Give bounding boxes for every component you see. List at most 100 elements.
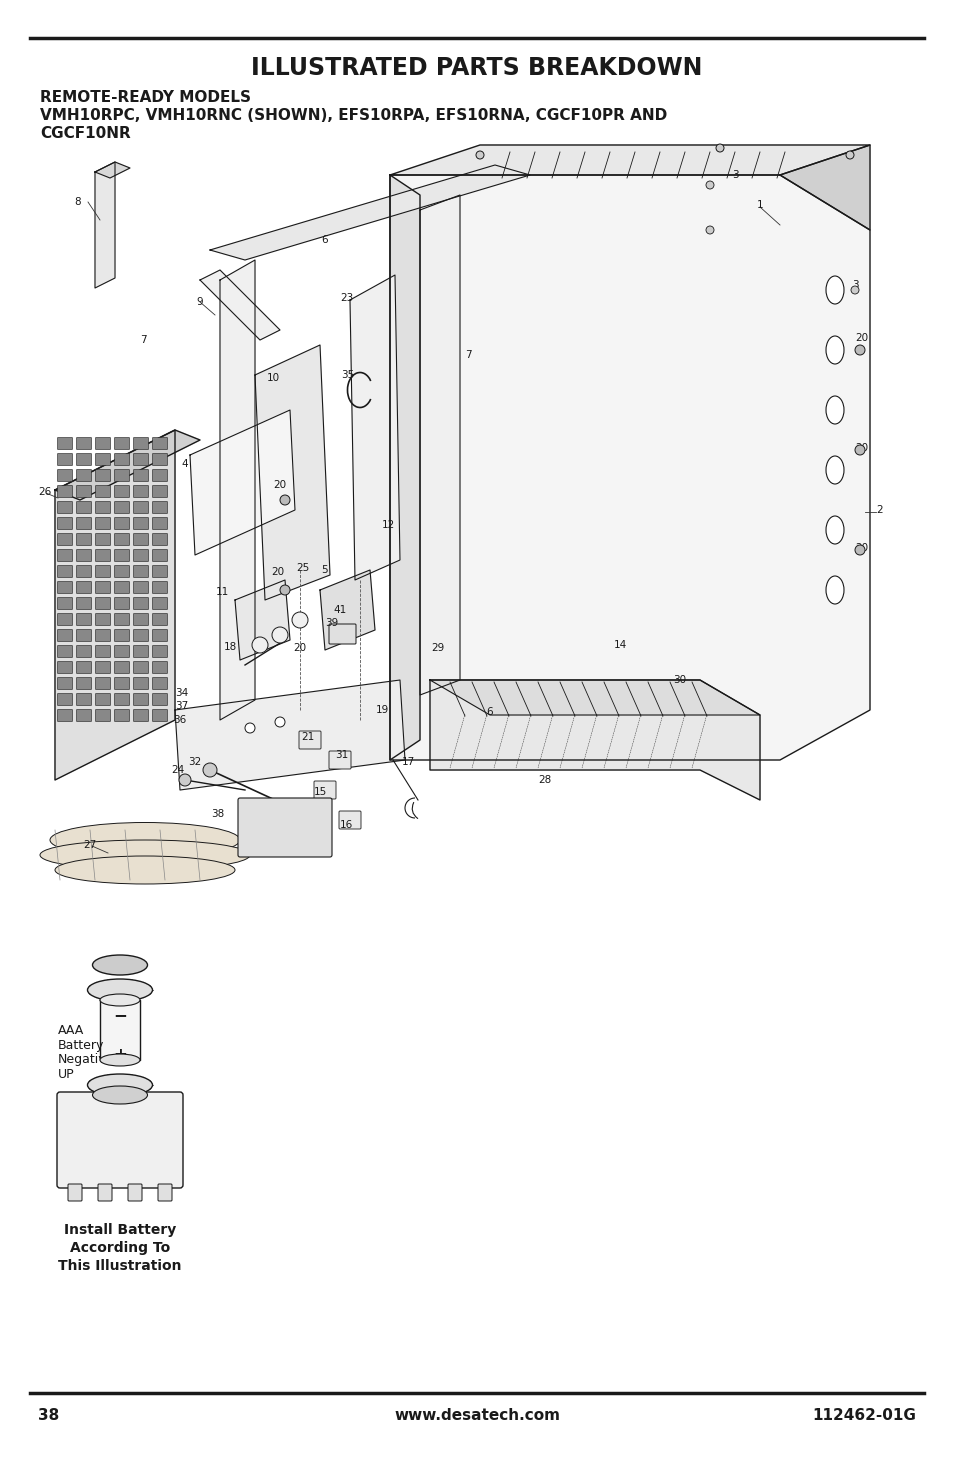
FancyBboxPatch shape (329, 751, 351, 768)
Text: 24: 24 (172, 766, 185, 774)
Text: 7: 7 (139, 335, 146, 345)
Text: 36: 36 (173, 715, 187, 726)
FancyBboxPatch shape (76, 646, 91, 658)
Circle shape (203, 763, 216, 777)
FancyBboxPatch shape (76, 550, 91, 562)
Text: 10: 10 (266, 373, 279, 384)
FancyBboxPatch shape (152, 646, 168, 658)
Ellipse shape (50, 823, 240, 857)
Text: This Illustration: This Illustration (58, 1260, 182, 1273)
FancyBboxPatch shape (57, 534, 72, 546)
FancyBboxPatch shape (152, 453, 168, 466)
FancyBboxPatch shape (133, 630, 149, 642)
FancyBboxPatch shape (133, 518, 149, 530)
FancyBboxPatch shape (57, 614, 72, 625)
Text: 38: 38 (212, 808, 224, 819)
FancyBboxPatch shape (152, 581, 168, 593)
Circle shape (272, 627, 288, 643)
FancyBboxPatch shape (95, 438, 111, 450)
FancyBboxPatch shape (128, 1184, 142, 1201)
Text: 25: 25 (296, 563, 310, 572)
FancyBboxPatch shape (133, 550, 149, 562)
Text: 15: 15 (313, 788, 326, 797)
Text: 16: 16 (339, 820, 353, 830)
Text: 37: 37 (175, 701, 189, 711)
FancyBboxPatch shape (95, 677, 111, 689)
FancyBboxPatch shape (76, 677, 91, 689)
Circle shape (179, 774, 191, 786)
FancyBboxPatch shape (133, 565, 149, 578)
Text: REMOTE-READY MODELS: REMOTE-READY MODELS (40, 90, 251, 106)
FancyBboxPatch shape (57, 550, 72, 562)
FancyBboxPatch shape (152, 661, 168, 674)
Text: 8: 8 (74, 198, 81, 206)
FancyBboxPatch shape (68, 1184, 82, 1201)
Text: 41: 41 (333, 605, 346, 615)
Circle shape (845, 150, 853, 159)
Polygon shape (174, 680, 405, 791)
Ellipse shape (92, 1086, 148, 1103)
FancyBboxPatch shape (98, 1184, 112, 1201)
FancyBboxPatch shape (152, 502, 168, 513)
Ellipse shape (825, 456, 843, 484)
Text: 9: 9 (196, 296, 203, 307)
FancyBboxPatch shape (152, 438, 168, 450)
FancyBboxPatch shape (57, 630, 72, 642)
Text: 34: 34 (175, 687, 189, 698)
Text: 5: 5 (321, 565, 328, 575)
Polygon shape (200, 270, 280, 341)
FancyBboxPatch shape (314, 780, 335, 799)
FancyBboxPatch shape (114, 646, 130, 658)
FancyBboxPatch shape (95, 502, 111, 513)
FancyBboxPatch shape (57, 693, 72, 705)
Polygon shape (350, 274, 399, 580)
FancyBboxPatch shape (133, 485, 149, 497)
Text: 20: 20 (855, 543, 867, 553)
FancyBboxPatch shape (76, 597, 91, 609)
FancyBboxPatch shape (114, 502, 130, 513)
Text: 31: 31 (335, 749, 348, 760)
FancyBboxPatch shape (329, 624, 355, 645)
FancyBboxPatch shape (95, 614, 111, 625)
FancyBboxPatch shape (57, 438, 72, 450)
Circle shape (854, 544, 864, 555)
Polygon shape (319, 569, 375, 650)
Ellipse shape (40, 839, 250, 870)
FancyBboxPatch shape (95, 469, 111, 481)
Ellipse shape (825, 395, 843, 423)
FancyBboxPatch shape (76, 565, 91, 578)
FancyBboxPatch shape (114, 469, 130, 481)
FancyBboxPatch shape (76, 469, 91, 481)
FancyBboxPatch shape (95, 565, 111, 578)
Polygon shape (55, 431, 200, 500)
Text: 30: 30 (673, 676, 686, 684)
Text: 29: 29 (431, 643, 444, 653)
Polygon shape (234, 580, 290, 659)
Circle shape (292, 612, 308, 628)
Text: 2: 2 (876, 504, 882, 515)
FancyBboxPatch shape (76, 693, 91, 705)
FancyBboxPatch shape (95, 630, 111, 642)
FancyBboxPatch shape (76, 709, 91, 721)
FancyBboxPatch shape (57, 518, 72, 530)
FancyBboxPatch shape (114, 485, 130, 497)
FancyBboxPatch shape (152, 677, 168, 689)
Circle shape (705, 226, 713, 235)
FancyBboxPatch shape (114, 518, 130, 530)
Ellipse shape (825, 336, 843, 364)
FancyBboxPatch shape (114, 581, 130, 593)
Polygon shape (254, 345, 330, 600)
Text: 28: 28 (537, 774, 551, 785)
Text: Negative: Negative (58, 1053, 114, 1066)
Text: ILLUSTRATED PARTS BREAKDOWN: ILLUSTRATED PARTS BREAKDOWN (251, 56, 702, 80)
FancyBboxPatch shape (152, 709, 168, 721)
FancyBboxPatch shape (152, 693, 168, 705)
Text: −: − (113, 1006, 127, 1024)
Ellipse shape (55, 855, 234, 884)
FancyBboxPatch shape (114, 630, 130, 642)
FancyBboxPatch shape (76, 630, 91, 642)
Circle shape (476, 150, 483, 159)
FancyBboxPatch shape (57, 581, 72, 593)
Polygon shape (390, 176, 869, 760)
FancyBboxPatch shape (95, 597, 111, 609)
